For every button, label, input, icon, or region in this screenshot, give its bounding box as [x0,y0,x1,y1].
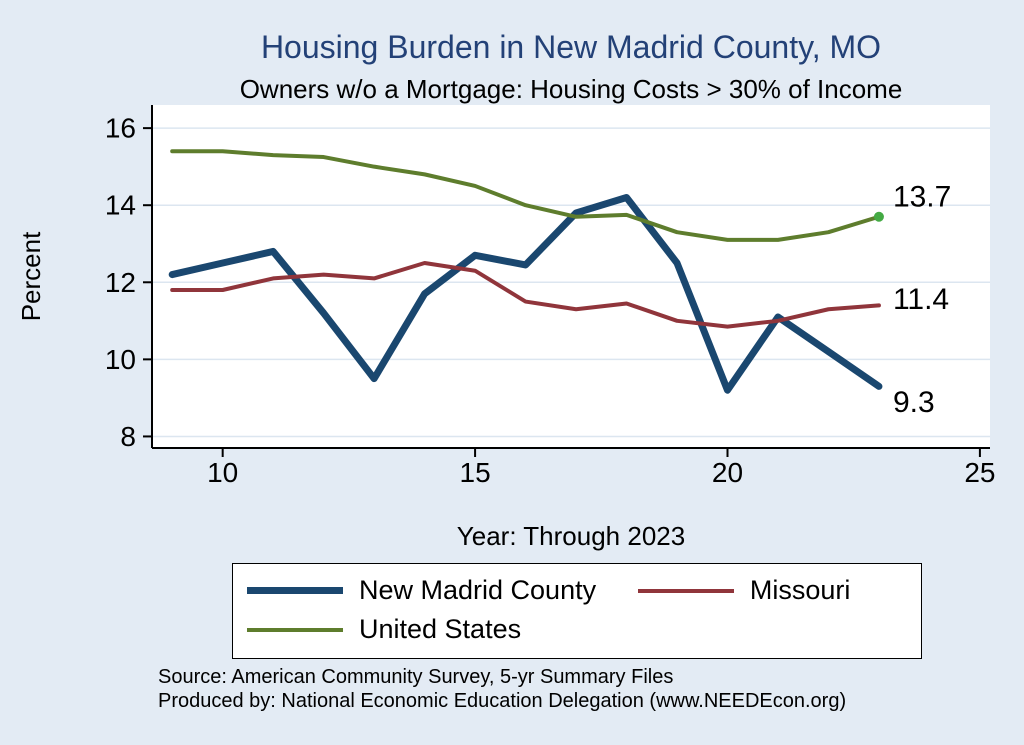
chart-title: Housing Burden in New Madrid County, MO [260,29,882,65]
chart-legend: New Madrid County Missouri United States [232,563,922,659]
line-chart-canvas: 8 10 12 14 16 10 15 20 25 9.3 11.4 13.7 Percent Year:… [16,105,995,551]
legend-item-new-madrid-county: New Madrid County [247,575,638,606]
legend-item-missouri: Missouri [637,575,921,606]
legend-swatch-united-states [247,627,343,632]
series-line-missouri [170,261,881,329]
x-tick-label-15: 15 [460,457,491,488]
legend-swatch-new-madrid-county [247,587,343,594]
y-axis-title: Percent [16,231,46,321]
end-marker-united-states [873,211,884,222]
y-tick-label-10: 10 [105,344,136,375]
series-line-new-madrid-county [168,193,883,394]
legend-label-new-madrid-county: New Madrid County [359,575,597,605]
legend-swatch-missouri [637,588,734,593]
end-label-united-states: 13.7 [893,180,951,213]
x-axis-title: Year: Through 2023 [457,521,685,551]
chart-subtitle: Owners w/o a Mortgage: Housing Costs > 3… [239,74,903,104]
y-tick-label-16: 16 [105,113,136,144]
series-line-united-states [170,149,881,242]
note-source: Source: American Community Survey, 5-yr … [158,666,674,688]
y-tick-label-8: 8 [120,421,136,452]
source-notes: Source: American Community Survey, 5-yr … [158,666,846,713]
end-label-missouri: 11.4 [893,283,949,316]
legend-label-united-states: United States [359,614,522,644]
end-label-new-madrid-county: 9.3 [893,386,935,419]
note-produced-by: Produced by: National Economic Education… [158,689,847,712]
y-tick-label-12: 12 [105,267,136,298]
legend-label-missouri: Missouri [749,575,851,605]
x-tick-label-25: 25 [964,457,995,488]
y-tick-label-14: 14 [105,190,136,221]
x-tick-label-20: 20 [712,457,743,488]
x-tick-label-10: 10 [207,457,238,488]
legend-item-united-states: United States [247,614,638,645]
